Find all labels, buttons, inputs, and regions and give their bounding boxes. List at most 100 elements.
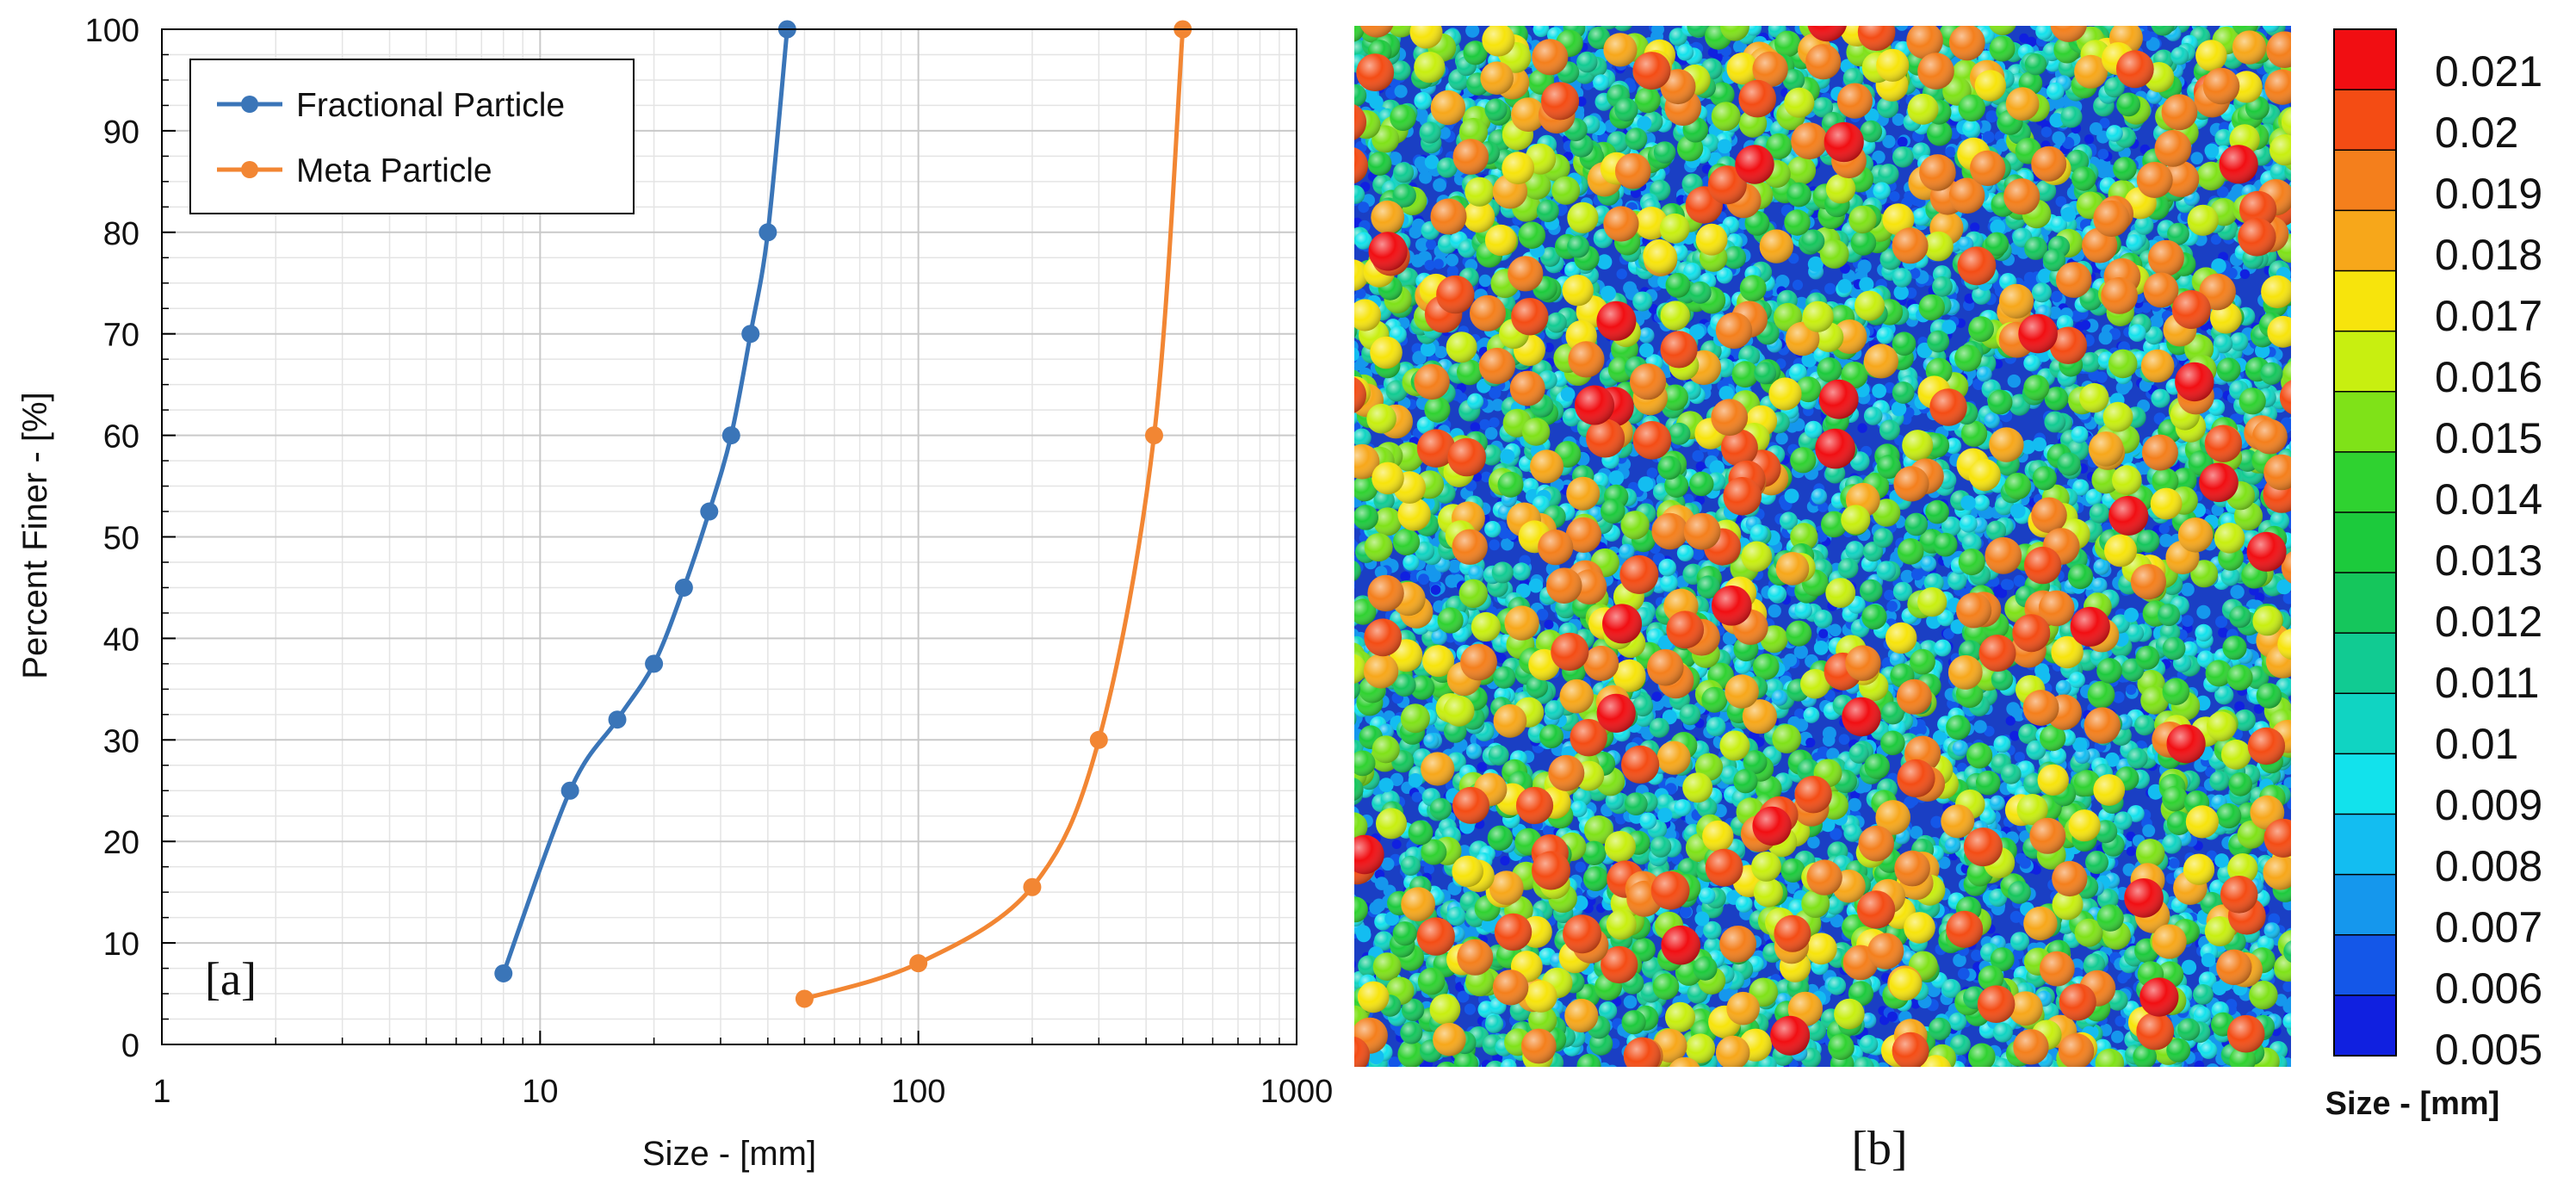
data-point: [1023, 877, 1042, 896]
particle: [2115, 15, 2127, 26]
particle: [2294, 933, 2305, 943]
particle: [2098, 331, 2113, 345]
y-tick-label: 60: [103, 419, 139, 455]
particle: [1525, 1069, 1538, 1081]
legend-label-fractional: Fractional Particle: [296, 87, 565, 124]
particle: [2286, 996, 2291, 1009]
y-tick-label: 30: [103, 723, 139, 759]
y-tick-label: 40: [103, 622, 139, 658]
legend-marker-fractional: [241, 96, 258, 113]
x-tick-label: 1000: [1260, 1074, 1334, 1110]
particle: [2193, 26, 2198, 27]
particle: [2142, 824, 2156, 838]
particle: [1511, 14, 1520, 23]
particle: [1341, 140, 1352, 151]
y-axis-label: Percent Finer - [%]: [16, 392, 54, 679]
particle: [2292, 979, 2303, 990]
particle: [1970, 222, 1980, 232]
particle: [1982, 131, 1995, 144]
particle: [2181, 582, 2195, 597]
data-point: [1144, 426, 1163, 445]
particle: [2014, 752, 2025, 763]
data-point: [909, 954, 928, 973]
particle: [1848, 797, 1861, 812]
particle: [1786, 14, 1798, 26]
particle: [2291, 971, 2301, 982]
particle: [2292, 408, 2305, 421]
particle: [2282, 981, 2291, 993]
particle: [2097, 148, 2109, 160]
particle: [2289, 385, 2291, 393]
particle: [1853, 26, 1861, 27]
particle: [2116, 14, 2127, 24]
particle: [1945, 146, 1956, 158]
particle: [1477, 762, 1488, 772]
y-tick-label: 100: [85, 13, 139, 49]
particle: [2006, 702, 2021, 716]
particle: [2294, 376, 2305, 387]
plot-frame: [161, 28, 1297, 1045]
particle: [1683, 493, 1694, 505]
y-tick-label: 70: [103, 318, 139, 354]
particle: [2218, 627, 2229, 638]
particle: [2290, 983, 2291, 990]
particle: [1430, 585, 1441, 595]
particle: [1354, 960, 1357, 969]
particle: [2293, 269, 2307, 282]
series-line-0: [501, 28, 790, 975]
particle: [1341, 782, 1353, 793]
particle: [2237, 1065, 2244, 1067]
particle: [1496, 1068, 1509, 1081]
particle: [1341, 554, 1353, 567]
data-point: [608, 710, 627, 729]
particle: [2287, 799, 2291, 810]
particle: [1341, 847, 1353, 859]
data-point: [494, 964, 513, 982]
particle: [1613, 13, 1625, 26]
particle: [1796, 1065, 1803, 1067]
data-point: [741, 325, 760, 344]
particle: [1354, 681, 1356, 690]
particle: [2292, 934, 2302, 945]
particle: [1446, 253, 1458, 267]
particle: [1489, 417, 1500, 428]
particle: [1544, 342, 1555, 353]
particle: [1713, 26, 1717, 27]
legend-marker-meta: [241, 161, 258, 178]
particle: [2212, 13, 2224, 25]
y-tick-label: 10: [103, 926, 139, 963]
particle: [2009, 730, 2021, 741]
particle: [1884, 589, 1895, 601]
particle: [1616, 269, 1627, 280]
data-point: [560, 781, 579, 800]
particle: [2080, 319, 2091, 331]
particle: [1342, 432, 1353, 443]
particle: [1409, 226, 1422, 239]
particle: [1358, 201, 1370, 214]
particle: [1792, 279, 1804, 290]
particle: [1354, 988, 1356, 997]
y-tick-label: 90: [103, 115, 139, 151]
particle: [1354, 574, 1355, 579]
particle: [2108, 1069, 2120, 1081]
particle: [1646, 468, 1658, 479]
particle: [2084, 134, 2095, 145]
particle: [1923, 1069, 1934, 1080]
particle: [2267, 13, 2278, 24]
particle: [2290, 462, 2291, 469]
particle: [1465, 26, 1480, 38]
particle: [2013, 574, 2026, 587]
data-point: [759, 223, 777, 242]
particle: [1971, 949, 1983, 962]
particle: [2196, 604, 2211, 619]
particle: [1354, 633, 1356, 641]
data-point: [795, 989, 814, 1008]
particle: [1807, 835, 1820, 849]
particle: [1400, 571, 1411, 582]
particle: [1344, 770, 1354, 780]
particle: [1919, 1069, 1930, 1081]
particle: [1994, 26, 1999, 27]
particle: [2294, 981, 2305, 992]
particle: [1818, 629, 1829, 639]
